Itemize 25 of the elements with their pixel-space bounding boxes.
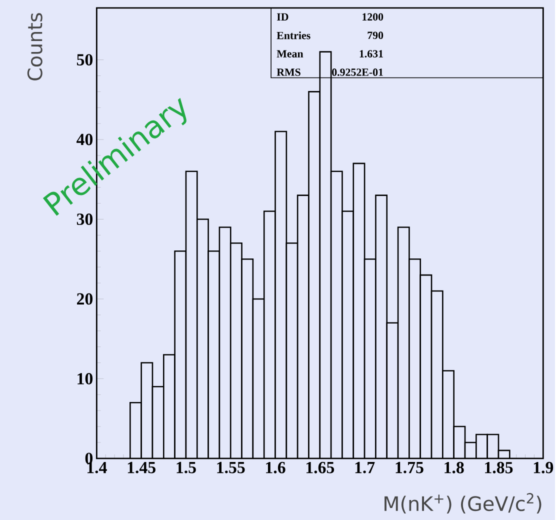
x-tick-label: 1.65 [306,462,334,474]
x-tick-label: 1.6 [266,462,286,474]
x-tick-label: 1.55 [217,462,245,474]
y-tick-label: 50 [76,54,93,66]
annotation: Mean [276,50,304,58]
y-tick-label: 20 [77,293,93,305]
x-axis-title: M(nK$^{+}$) (GeV/c$^{2}$) [384,492,542,514]
x-tick-label: 1.5 [176,462,196,474]
y-axis-title: Counts [27,13,42,80]
annotation: ID [276,13,288,20]
annotation: 1200 [362,13,384,21]
x-tick-label: 1.45 [128,462,156,474]
annotation: 1.631 [360,50,383,58]
annotation: RMS [276,68,300,76]
y-tick-label: 30 [76,213,93,225]
y-tick-label: 10 [78,372,93,384]
annotation: 790 [368,32,384,39]
annotation: Entries [276,31,310,40]
x-tick-label: 1.8 [444,462,464,474]
x-tick-label: 1.7 [355,462,375,474]
x-tick-label: 1.85 [485,462,513,474]
annotation: 0.9252E-01 [332,68,383,76]
x-tick-label: 1.75 [396,462,424,474]
x-tick-label: 1.9 [534,462,554,474]
x-tick-label: 1.4 [87,462,107,474]
